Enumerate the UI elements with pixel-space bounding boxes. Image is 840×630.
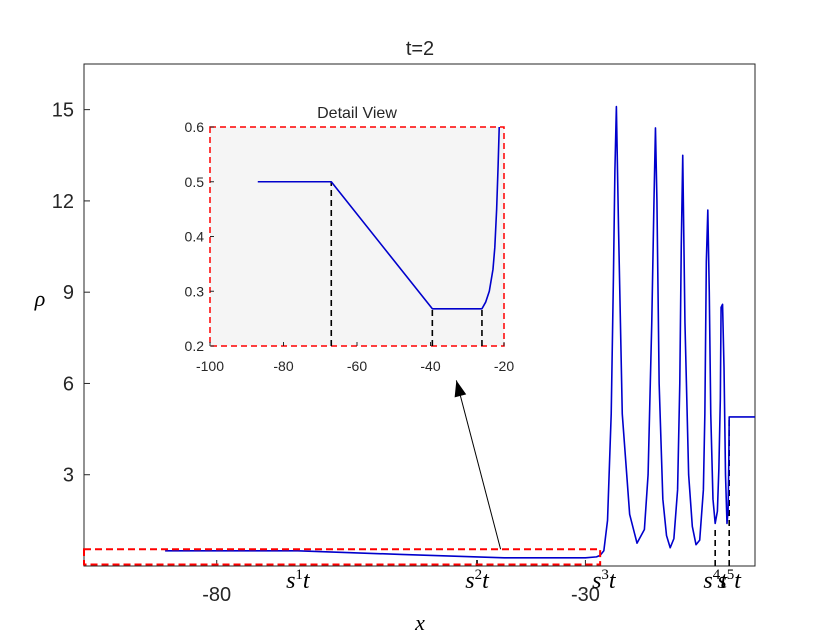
inset-y-tick-label-2: 0.4: [185, 229, 205, 245]
series-line-1-0: [257, 126, 501, 310]
inset-title: Detail View: [317, 105, 397, 122]
inset-y-tick-label-3: 0.5: [185, 174, 205, 190]
inset-chart: Detail View 0.2 0.3 0.4 0.5 0.6 -100 -80 -60 -40…: [185, 105, 515, 374]
shock-label-4: s4t: [703, 567, 728, 594]
shock-label-5: s5t: [717, 567, 742, 594]
y-tick-label-1: 6: [63, 373, 74, 395]
shock-label-1: s1t: [286, 567, 311, 594]
inset-y-tick-label-4: 0.6: [185, 119, 205, 135]
inset-x-tick-label-0: -100: [196, 358, 224, 374]
inset-plot-area: [209, 126, 505, 347]
inset-x-tick-label-4: -20: [494, 358, 514, 374]
main-title: t=2: [406, 38, 434, 60]
zoom-arrow-head: [454, 380, 467, 398]
shock-label-3: s3t: [592, 567, 617, 594]
x-tick-label-1: -30: [571, 584, 600, 606]
zoom-arrow-shaft: [455, 380, 502, 550]
highlight-box: [83, 548, 602, 566]
inset-x-tick-label-3: -40: [420, 358, 440, 374]
y-tick-label-0: 3: [63, 465, 74, 487]
inset-x-tick-label-2: -60: [347, 358, 367, 374]
y-tick-label-3: 12: [52, 191, 74, 213]
inset-y-tick-label-0: 0.2: [185, 338, 205, 354]
inset-marks: 0.2 0.3 0.4 0.5 0.6 -100 -80 -60 -40 -20: [185, 119, 515, 374]
x-axis-label: x: [414, 610, 425, 630]
inset-y-tick-label-1: 0.3: [185, 283, 205, 299]
y-tick-label-2: 9: [63, 282, 74, 304]
y-tick-label-4: 15: [52, 100, 74, 122]
series-line-0-0: [165, 105, 755, 559]
x-tick-label-0: -80: [202, 584, 231, 606]
shock-label-2: s2t: [465, 567, 490, 594]
inset-x-tick-label-1: -80: [273, 358, 293, 374]
y-axis-label: ρ: [34, 286, 46, 311]
